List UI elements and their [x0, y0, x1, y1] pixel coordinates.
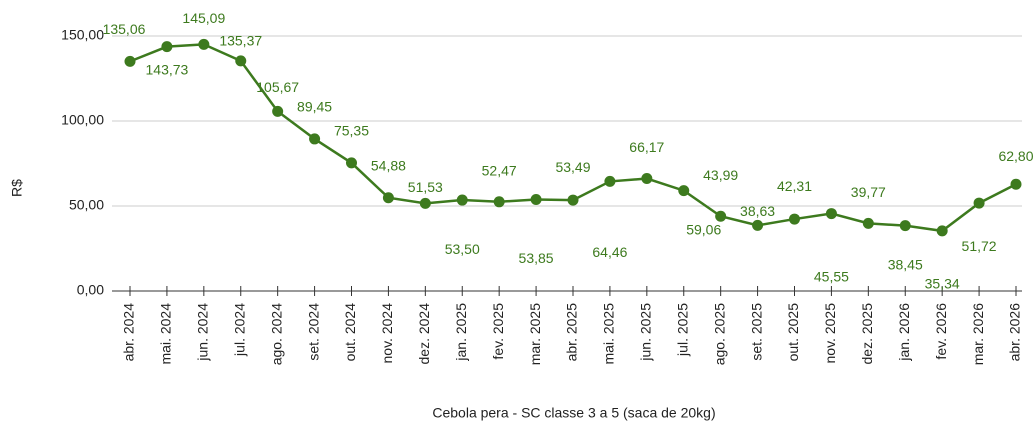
point [789, 213, 800, 225]
x-tick-label: jul. 2025 [674, 303, 690, 357]
y-tick-label: 0,00 [77, 282, 104, 298]
x-tick-label: ago. 2025 [711, 303, 727, 365]
point [825, 208, 837, 220]
value-label: 89,45 [297, 99, 332, 115]
x-tick-label: mai. 2025 [601, 303, 617, 365]
value-label: 45,55 [814, 268, 849, 284]
point [899, 220, 911, 232]
x-tick-label: out. 2025 [785, 303, 801, 362]
value-label: 38,63 [740, 203, 775, 219]
point [493, 196, 505, 208]
value-label: 135,37 [219, 33, 262, 49]
x-tick-label: fev. 2025 [490, 303, 506, 360]
x-tick-label: set. 2025 [748, 303, 764, 361]
point [198, 38, 210, 50]
x-tick-label: ago. 2024 [268, 303, 284, 365]
x-tick-label: dez. 2024 [416, 303, 432, 365]
x-tick-label: fev. 2026 [933, 303, 949, 360]
value-label: 62,80 [998, 148, 1033, 164]
value-label: 145,09 [182, 10, 225, 26]
value-label: 59,06 [686, 221, 721, 237]
x-tick-label: jun. 2025 [638, 303, 654, 362]
point [862, 217, 874, 229]
value-label: 135,06 [103, 21, 146, 37]
value-label: 54,88 [371, 157, 406, 173]
y-tick-label: 150,00 [61, 27, 104, 43]
point [678, 185, 690, 197]
y-tick-label: 50,00 [69, 197, 104, 213]
y-tick-label: 100,00 [61, 112, 104, 128]
x-tick-label: mai. 2024 [158, 303, 174, 365]
value-label: 143,73 [146, 61, 189, 77]
x-tick-label: abr. 2026 [1007, 303, 1023, 362]
value-label: 42,31 [777, 178, 812, 194]
x-tick-label: jan. 2026 [896, 303, 912, 362]
point [973, 197, 985, 209]
point [309, 133, 321, 145]
point [604, 175, 616, 187]
x-tick-label: nov. 2024 [379, 303, 395, 364]
point [1010, 178, 1022, 190]
point [419, 197, 431, 209]
value-label: 43,99 [703, 167, 738, 183]
point [641, 173, 653, 185]
point [235, 55, 247, 67]
value-label: 51,72 [962, 238, 997, 254]
point [715, 210, 727, 222]
value-label: 105,67 [256, 79, 299, 95]
point [530, 193, 542, 205]
value-label: 51,53 [408, 179, 443, 195]
value-label: 64,46 [592, 244, 627, 260]
point [752, 219, 764, 231]
x-tick-label: dez. 2025 [859, 303, 875, 365]
value-label: 35,34 [925, 276, 960, 292]
x-tick-label: jul. 2024 [231, 303, 247, 357]
value-label: 39,77 [851, 184, 886, 200]
x-axis-title: Cebola pera - SC classe 3 a 5 (saca de 2… [432, 405, 715, 421]
x-tick-label: out. 2024 [342, 303, 358, 362]
point [161, 41, 173, 53]
x-tick-label: abr. 2024 [121, 303, 137, 362]
point [382, 192, 394, 204]
value-label: 53,85 [519, 250, 554, 266]
x-tick-label: nov. 2025 [822, 303, 838, 364]
value-label: 52,47 [482, 163, 517, 179]
point [567, 194, 579, 206]
point [272, 105, 284, 117]
point [936, 225, 948, 237]
x-tick-label: mar. 2025 [527, 303, 543, 365]
x-tick-label: jan. 2025 [453, 303, 469, 362]
x-tick-label: set. 2024 [305, 303, 321, 361]
point [456, 194, 468, 206]
point [124, 55, 136, 67]
x-tick-label: jun. 2024 [195, 303, 211, 362]
x-tick-label: mar. 2026 [970, 303, 986, 365]
value-label: 38,45 [888, 256, 923, 272]
value-label: 66,17 [629, 139, 664, 155]
x-tick-label: abr. 2025 [564, 303, 580, 362]
y-axis-title: R$ [9, 179, 25, 197]
point [346, 157, 357, 169]
value-label: 75,35 [334, 123, 369, 139]
value-label: 53,50 [445, 241, 480, 257]
value-label: 53,49 [555, 159, 590, 175]
